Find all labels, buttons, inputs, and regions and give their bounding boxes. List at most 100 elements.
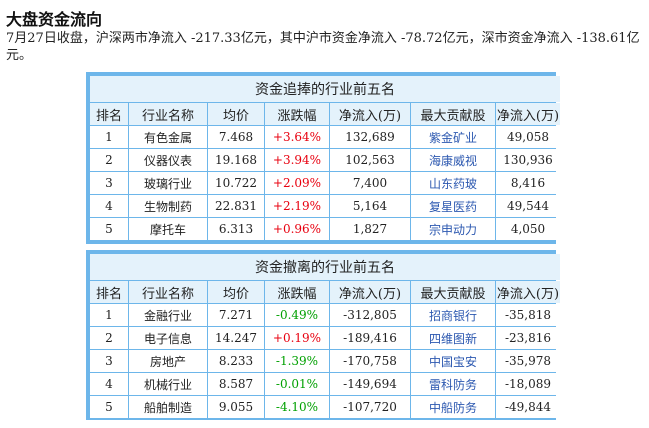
col-top-stock-header: 最大贡献股 bbox=[411, 103, 495, 125]
change-cell: +0.96% bbox=[265, 218, 329, 240]
page-title: 大盘资金流向 bbox=[6, 10, 103, 29]
top-stock-link[interactable]: 招商银行 bbox=[411, 304, 495, 326]
col-avg-price-header: 均价 bbox=[208, 103, 264, 125]
change-cell: +2.09% bbox=[265, 172, 329, 194]
table-row: 4 机械行业 8.587 -0.01% -149,694 雷科防务 -18,089 bbox=[90, 373, 561, 395]
table-row: 5 船舶制造 9.055 -4.10% -107,720 中船防务 -49,844 bbox=[90, 396, 561, 418]
top-stock-link[interactable]: 雷科防务 bbox=[411, 373, 495, 395]
rank-cell: 3 bbox=[90, 172, 128, 194]
net-inflow-cell: 102,563 bbox=[330, 149, 410, 171]
industry-cell: 船舶制造 bbox=[129, 396, 207, 418]
table-row: 1 金融行业 7.271 -0.49% -312,805 招商银行 -35,818 bbox=[90, 304, 561, 326]
avg-price-cell: 19.168 bbox=[208, 149, 264, 171]
table-row: 4 生物制药 22.831 +2.19% 5,164 复星医药 49,544 bbox=[90, 195, 561, 217]
avg-price-cell: 8.233 bbox=[208, 350, 264, 372]
col-change-header: 涨跌幅 bbox=[265, 103, 329, 125]
rank-cell: 1 bbox=[90, 126, 128, 148]
table-row: 3 玻璃行业 10.722 +2.09% 7,400 山东药玻 8,416 bbox=[90, 172, 561, 194]
avg-price-cell: 6.313 bbox=[208, 218, 264, 240]
col-industry-header: 行业名称 bbox=[129, 281, 207, 303]
industry-cell: 仪器仪表 bbox=[129, 149, 207, 171]
outflow-table: 资金撤离的行业前五名 排名 行业名称 均价 涨跌幅 净流入(万) 最大贡献股 净… bbox=[89, 253, 561, 419]
industry-cell: 有色金属 bbox=[129, 126, 207, 148]
top-stock-link[interactable]: 宗申动力 bbox=[411, 218, 495, 240]
net-inflow-cell: 132,689 bbox=[330, 126, 410, 148]
avg-price-cell: 7.468 bbox=[208, 126, 264, 148]
industry-cell: 玻璃行业 bbox=[129, 172, 207, 194]
stock-inflow-cell: -49,844 bbox=[496, 396, 561, 418]
rank-cell: 4 bbox=[90, 373, 128, 395]
stock-inflow-cell: 8,416 bbox=[496, 172, 561, 194]
avg-price-cell: 7.271 bbox=[208, 304, 264, 326]
stock-inflow-cell: -35,978 bbox=[496, 350, 561, 372]
change-cell: +3.94% bbox=[265, 149, 329, 171]
rank-cell: 4 bbox=[90, 195, 128, 217]
net-inflow-cell: -107,720 bbox=[330, 396, 410, 418]
col-top-stock-header: 最大贡献股 bbox=[411, 281, 495, 303]
stock-inflow-cell: -23,816 bbox=[496, 327, 561, 349]
change-cell: -0.01% bbox=[265, 373, 329, 395]
col-change-header: 涨跌幅 bbox=[265, 281, 329, 303]
stock-inflow-cell: 49,058 bbox=[496, 126, 561, 148]
change-cell: -1.39% bbox=[265, 350, 329, 372]
change-cell: +0.19% bbox=[265, 327, 329, 349]
net-inflow-cell: -312,805 bbox=[330, 304, 410, 326]
net-inflow-cell: 7,400 bbox=[330, 172, 410, 194]
net-inflow-cell: -149,694 bbox=[330, 373, 410, 395]
industry-cell: 房地产 bbox=[129, 350, 207, 372]
industry-cell: 生物制药 bbox=[129, 195, 207, 217]
outflow-panel: 资金撤离的行业前五名 排名 行业名称 均价 涨跌幅 净流入(万) 最大贡献股 净… bbox=[86, 250, 561, 420]
top-stock-link[interactable]: 四维图新 bbox=[411, 327, 495, 349]
top-stock-link[interactable]: 中国宝安 bbox=[411, 350, 495, 372]
change-cell: -0.49% bbox=[265, 304, 329, 326]
col-avg-price-header: 均价 bbox=[208, 281, 264, 303]
table-row: 2 电子信息 14.247 +0.19% -189,416 四维图新 -23,816 bbox=[90, 327, 561, 349]
top-stock-link[interactable]: 海康威视 bbox=[411, 149, 495, 171]
net-inflow-cell: 5,164 bbox=[330, 195, 410, 217]
avg-price-cell: 14.247 bbox=[208, 327, 264, 349]
col-net-inflow-header: 净流入(万) bbox=[330, 281, 410, 303]
col-stock-inflow-header: 净流入(万) bbox=[496, 281, 561, 303]
col-net-inflow-header: 净流入(万) bbox=[330, 103, 410, 125]
avg-price-cell: 8.587 bbox=[208, 373, 264, 395]
inflow-panel: 资金追捧的行业前五名 排名 行业名称 均价 涨跌幅 净流入(万) 最大贡献股 净… bbox=[86, 72, 561, 244]
col-rank-header: 排名 bbox=[90, 281, 128, 303]
outflow-table-caption: 资金撤离的行业前五名 bbox=[90, 254, 561, 280]
rank-cell: 3 bbox=[90, 350, 128, 372]
table-row: 5 摩托车 6.313 +0.96% 1,827 宗申动力 4,050 bbox=[90, 218, 561, 240]
col-stock-inflow-header: 净流入(万) bbox=[496, 103, 561, 125]
market-summary: 7月27日收盘，沪深两市净流入 -217.33亿元，其中沪市资金净流入 -78.… bbox=[6, 31, 640, 63]
avg-price-cell: 9.055 bbox=[208, 396, 264, 418]
rank-cell: 5 bbox=[90, 396, 128, 418]
avg-price-cell: 22.831 bbox=[208, 195, 264, 217]
inflow-table: 资金追捧的行业前五名 排名 行业名称 均价 涨跌幅 净流入(万) 最大贡献股 净… bbox=[89, 75, 561, 241]
industry-cell: 摩托车 bbox=[129, 218, 207, 240]
net-inflow-cell: 1,827 bbox=[330, 218, 410, 240]
change-cell: -4.10% bbox=[265, 396, 329, 418]
industry-cell: 电子信息 bbox=[129, 327, 207, 349]
net-inflow-cell: -189,416 bbox=[330, 327, 410, 349]
table-row: 3 房地产 8.233 -1.39% -170,758 中国宝安 -35,978 bbox=[90, 350, 561, 372]
top-stock-link[interactable]: 山东药玻 bbox=[411, 172, 495, 194]
rank-cell: 1 bbox=[90, 304, 128, 326]
col-industry-header: 行业名称 bbox=[129, 103, 207, 125]
stock-inflow-cell: 4,050 bbox=[496, 218, 561, 240]
change-cell: +2.19% bbox=[265, 195, 329, 217]
rank-cell: 2 bbox=[90, 149, 128, 171]
industry-cell: 机械行业 bbox=[129, 373, 207, 395]
change-cell: +3.64% bbox=[265, 126, 329, 148]
industry-cell: 金融行业 bbox=[129, 304, 207, 326]
rank-cell: 5 bbox=[90, 218, 128, 240]
top-stock-link[interactable]: 中船防务 bbox=[411, 396, 495, 418]
top-stock-link[interactable]: 紫金矿业 bbox=[411, 126, 495, 148]
table-row: 2 仪器仪表 19.168 +3.94% 102,563 海康威视 130,936 bbox=[90, 149, 561, 171]
stock-inflow-cell: -35,818 bbox=[496, 304, 561, 326]
rank-cell: 2 bbox=[90, 327, 128, 349]
stock-inflow-cell: 49,544 bbox=[496, 195, 561, 217]
avg-price-cell: 10.722 bbox=[208, 172, 264, 194]
stock-inflow-cell: 130,936 bbox=[496, 149, 561, 171]
inflow-table-caption: 资金追捧的行业前五名 bbox=[90, 76, 561, 102]
table-row: 1 有色金属 7.468 +3.64% 132,689 紫金矿业 49,058 bbox=[90, 126, 561, 148]
net-inflow-cell: -170,758 bbox=[330, 350, 410, 372]
top-stock-link[interactable]: 复星医药 bbox=[411, 195, 495, 217]
